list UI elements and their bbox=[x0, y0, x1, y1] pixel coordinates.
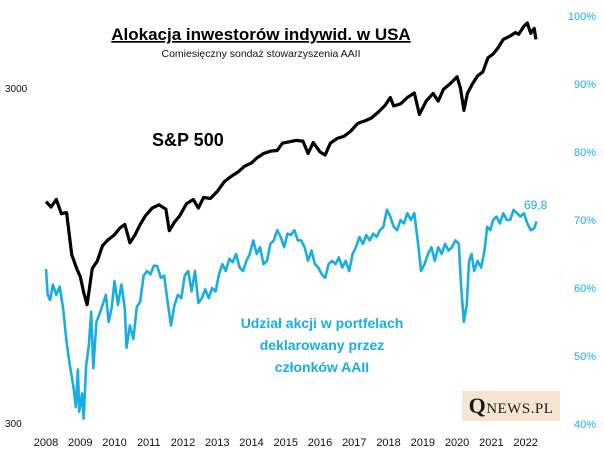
left-tick-label: 300 bbox=[5, 419, 22, 430]
x-tick-label: 2012 bbox=[171, 437, 195, 449]
x-tick-label: 2009 bbox=[68, 437, 92, 449]
series-label-allocation-line: deklarowany przez bbox=[260, 337, 385, 353]
x-tick-label: 2018 bbox=[376, 437, 400, 449]
x-tick-label: 2010 bbox=[102, 437, 126, 449]
right-tick-label: 100% bbox=[568, 11, 596, 23]
chart-subtitle: Comiesięczny sondaż stowarzyszenia AAII bbox=[161, 48, 360, 60]
right-tick-label: 50% bbox=[574, 351, 596, 363]
series-label-sp500: S&P 500 bbox=[152, 130, 224, 150]
x-tick-label: 2011 bbox=[137, 437, 161, 449]
right-tick-label: 40% bbox=[574, 419, 596, 431]
series-label-allocation: Udział akcji w portfelach deklarowany pr… bbox=[241, 315, 404, 375]
series-label-allocation-line: członków AAII bbox=[275, 359, 369, 375]
x-tick-label: 2020 bbox=[445, 437, 469, 449]
last-value-label: 69,8 bbox=[524, 198, 548, 212]
series-label-allocation-line: Udział akcji w portfelach bbox=[241, 315, 404, 331]
x-tick-label: 2019 bbox=[411, 437, 435, 449]
x-tick-label: 2016 bbox=[308, 437, 332, 449]
x-tick-label: 2022 bbox=[513, 437, 537, 449]
x-axis-ticks: 2008 2009 2010 2011 2012 2013 2014 2015 2016 2017… bbox=[34, 437, 538, 449]
qnews-logo: QNEWS.PL bbox=[462, 391, 560, 421]
series-line-sp500 bbox=[44, 21, 538, 307]
right-tick-label: 90% bbox=[574, 79, 596, 91]
right-tick-label: 60% bbox=[574, 283, 596, 295]
x-tick-label: 2021 bbox=[479, 437, 503, 449]
right-axis-ticks: 40% 50% 60% 70% 80% 90% 100% bbox=[568, 11, 596, 431]
right-tick-label: 70% bbox=[574, 215, 596, 227]
x-tick-label: 2015 bbox=[274, 437, 298, 449]
x-tick-label: 2017 bbox=[342, 437, 366, 449]
right-tick-label: 80% bbox=[574, 147, 596, 159]
x-tick-label: 2013 bbox=[205, 437, 229, 449]
x-tick-label: 2014 bbox=[239, 437, 263, 449]
left-axis-ticks: 3000 300 bbox=[5, 84, 28, 430]
left-tick-label: 3000 bbox=[5, 84, 28, 95]
series-line-allocation bbox=[44, 208, 538, 420]
x-tick-label: 2008 bbox=[34, 437, 58, 449]
chart-title: Alokacja inwestorów indywid. w USA bbox=[111, 25, 410, 44]
